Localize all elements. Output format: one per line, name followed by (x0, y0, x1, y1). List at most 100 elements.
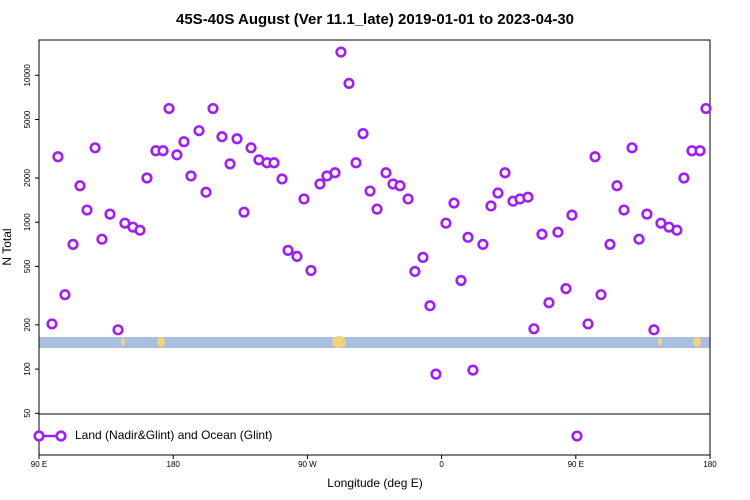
point (163, 102, 175, 115)
y-axis-label: N Total (0, 228, 14, 265)
point (455, 274, 467, 287)
point (641, 208, 653, 220)
point (595, 289, 607, 301)
point (371, 203, 383, 215)
point (238, 206, 250, 218)
point (417, 251, 429, 263)
point (394, 180, 406, 192)
point (380, 167, 392, 179)
point (314, 178, 326, 190)
point (231, 133, 243, 145)
point (207, 102, 219, 115)
point (402, 193, 414, 205)
point (611, 180, 623, 192)
y-tick-label: 10000 (23, 64, 32, 87)
point (52, 151, 64, 163)
plot-frame (38, 39, 711, 456)
point (440, 217, 452, 229)
y-tick-label: 5000 (23, 110, 32, 128)
legend-marker (33, 430, 45, 442)
point (335, 46, 347, 58)
point (626, 142, 638, 154)
legend-label: Land (Nadir&Glint) and Ocean (Glint) (75, 428, 272, 442)
point (604, 238, 616, 251)
point (157, 145, 169, 157)
x-tick-label: 180 (167, 460, 181, 469)
point (329, 167, 341, 179)
point (46, 318, 58, 330)
point (700, 102, 712, 115)
point (245, 142, 257, 154)
x-tick-label: 90 E (568, 460, 584, 469)
point (528, 323, 540, 335)
point (648, 324, 660, 336)
point (112, 324, 124, 336)
point (178, 136, 190, 148)
point (536, 228, 548, 240)
point (141, 172, 153, 184)
point (171, 149, 183, 161)
point (694, 145, 706, 157)
point (282, 244, 294, 256)
y-tick-label: 50 (23, 408, 32, 417)
point (59, 289, 71, 301)
point (291, 250, 303, 263)
point (543, 297, 555, 309)
point (678, 172, 690, 184)
point (216, 131, 228, 143)
x-tick-label: 90 W (298, 460, 317, 469)
point (409, 265, 421, 278)
point (224, 158, 236, 170)
point (560, 283, 572, 295)
point (364, 185, 376, 197)
y-tick-label: 100 (23, 362, 32, 376)
point (477, 238, 489, 251)
point (589, 151, 601, 163)
point (633, 233, 645, 245)
point (298, 193, 310, 205)
point (671, 224, 683, 236)
point (462, 231, 474, 243)
point (134, 224, 146, 236)
x-tick-label: 180 (703, 460, 717, 469)
point (492, 187, 504, 199)
point (467, 364, 479, 376)
point (618, 204, 630, 216)
point (522, 191, 534, 203)
point (566, 209, 578, 221)
point (485, 200, 497, 212)
point (268, 157, 280, 169)
chart-title: 45S-40S August (Ver 11.1_late) 2019-01-0… (176, 11, 574, 28)
point (89, 142, 101, 154)
point (424, 300, 436, 312)
point (67, 238, 79, 251)
point (104, 208, 116, 220)
point (81, 204, 93, 216)
y-tick-label: 2000 (23, 169, 32, 187)
point (193, 125, 205, 137)
point (448, 197, 460, 209)
point (305, 264, 317, 277)
x-tick-label: 90 E (31, 460, 47, 469)
point (343, 77, 355, 90)
point (430, 368, 442, 380)
point (552, 226, 564, 238)
legend-marker (55, 430, 67, 442)
point (200, 186, 212, 198)
point (357, 128, 369, 140)
y-tick-label: 1000 (23, 213, 32, 231)
point (276, 173, 288, 185)
y-tick-label: 500 (23, 259, 32, 273)
point (582, 318, 594, 330)
y-tick-label: 200 (23, 318, 32, 332)
point (499, 167, 511, 179)
x-tick-label: 0 (439, 460, 444, 469)
point (96, 233, 108, 245)
point (571, 430, 583, 442)
map-strip (39, 336, 710, 348)
point (74, 180, 86, 192)
point (350, 157, 362, 169)
point (185, 170, 197, 182)
x-axis-label: Longitude (deg E) (327, 476, 422, 490)
